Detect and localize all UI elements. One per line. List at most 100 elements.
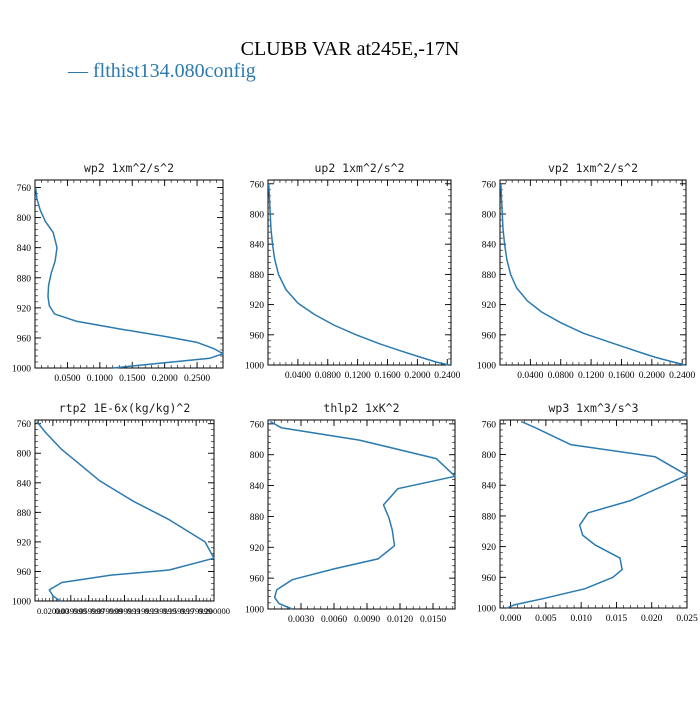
plot-frame: [34, 179, 224, 369]
plot-frame: [267, 179, 452, 366]
y-tick-label: 920: [250, 301, 265, 311]
y-tick-label: 960: [250, 331, 265, 341]
plot-frame: [499, 179, 687, 366]
x-tick-label: 0.1600: [374, 371, 400, 381]
y-tick-label: 960: [482, 574, 497, 584]
series-line: [36, 421, 215, 602]
y-tick-label: 920: [17, 538, 32, 548]
y-tick-label: 840: [482, 241, 497, 251]
y-tick-label: 960: [482, 331, 497, 341]
y-tick-label: 760: [17, 420, 32, 430]
x-tick-label: 0.2000: [404, 371, 430, 381]
panel-4: rtp2 1E-6x(kg/kg)^2 0.0200000.0399990.059…: [12, 401, 230, 616]
y-tick-label: 960: [17, 334, 32, 344]
panel-2: up2 1xm^2/s^2 0.0400 0.0800 0.1200 0.1600 0.2…: [245, 161, 461, 381]
y-tick-label: 760: [482, 420, 497, 430]
plot-frame: [499, 419, 688, 609]
x-tick-label: 0.0400: [285, 371, 311, 381]
x-tick-label: 0.1200: [578, 371, 604, 381]
x-tick-label: 0.059999: [73, 606, 105, 616]
x-tick-label: 0.015: [606, 614, 628, 624]
series-line: [500, 183, 686, 366]
series-line: [269, 420, 456, 610]
y-tick-label: 880: [17, 274, 32, 284]
x-tick-label: 0.005: [535, 614, 557, 624]
y-tick-label: 800: [482, 451, 497, 461]
x-tick-label: 0.1600: [608, 371, 634, 381]
x-tick-label: 0.0500: [54, 374, 80, 384]
figure-title: CLUBB VAR at245E,-17N: [241, 38, 460, 60]
x-tick-label: 0.0800: [548, 371, 574, 381]
series-line: [506, 420, 688, 609]
y-tick-label: 880: [17, 509, 32, 519]
y-tick-label: 920: [250, 544, 265, 554]
y-tick-label: 920: [17, 304, 32, 314]
x-tick-label: 0.119999: [127, 606, 159, 616]
x-tick-label: 0.0060: [321, 615, 347, 625]
x-tick-label: 0.2000: [152, 374, 178, 384]
panel-5: thlp2 1xK^2 0.0030 0.0060 0.0090 0.0120 0.015…: [245, 401, 456, 625]
x-tick-label: 0.020000: [37, 606, 69, 616]
x-tick-label: 0.000: [500, 614, 522, 624]
series-line: [267, 183, 449, 366]
y-tick-label: 800: [250, 451, 265, 461]
y-tick-label: 920: [482, 543, 497, 553]
panel-1: wp2 1xm^2/s^2 0.0500 0.1000 0.1500 0.2000 0.2…: [12, 161, 224, 384]
y-tick-label: 840: [17, 479, 32, 489]
y-tick-label: 760: [482, 180, 497, 190]
x-tick-label: 0.0400: [517, 371, 543, 381]
y-tick-label: 1000: [12, 365, 31, 375]
y-tick-label: 880: [250, 513, 265, 523]
y-tick-label: 960: [250, 575, 265, 585]
minor-ticks: [267, 180, 451, 366]
panel-title: up2 1xm^2/s^2: [314, 161, 404, 175]
y-tick-label: 800: [482, 210, 497, 220]
y-tick-label: 840: [250, 482, 265, 492]
panel-title: vp2 1xm^2/s^2: [548, 161, 638, 175]
x-tick-label: 0.099999: [109, 606, 141, 616]
panel-title: wp3 1xm^3/s^3: [548, 401, 638, 415]
x-tick-label: 0.200000: [198, 606, 230, 616]
legend-entry: — flthist134.080config: [67, 60, 256, 82]
y-tick-label: 800: [250, 210, 265, 220]
y-tick-label: 760: [250, 420, 265, 430]
x-tick-label: 0.2400: [669, 371, 695, 381]
panel-title: wp2 1xm^2/s^2: [84, 161, 174, 175]
x-tick-label: 0.139999: [144, 606, 176, 616]
y-tick-label: 1000: [477, 605, 496, 615]
y-tick-label: 840: [482, 482, 497, 492]
y-tick-label: 1000: [245, 606, 264, 616]
y-tick-label: 800: [17, 214, 32, 224]
y-tick-label: 1000: [477, 362, 496, 372]
x-tick-label: 0.2400: [434, 371, 460, 381]
x-tick-label: 0.039999: [55, 606, 87, 616]
y-tick-label: 840: [17, 244, 32, 254]
y-tick-label: 880: [482, 512, 497, 522]
y-tick-label: 880: [250, 271, 265, 281]
panel-6: wp3 1xm^3/s^3 0.000 0.005 0.010 0.015 0.020 0.…: [477, 401, 698, 624]
x-tick-label: 0.2500: [184, 374, 210, 384]
y-tick-label: 960: [17, 568, 32, 578]
panel-3: vp2 1xm^2/s^2 0.0400 0.0800 0.1200 0.1600 0.2…: [477, 161, 696, 381]
y-tick-label: 800: [17, 450, 32, 460]
x-tick-label: 0.0090: [354, 615, 380, 625]
panel-title: rtp2 1E-6x(kg/kg)^2: [59, 401, 191, 415]
x-tick-label: 0.179999: [180, 606, 212, 616]
y-tick-label: 1000: [12, 598, 31, 608]
x-tick-label: 0.010: [570, 614, 592, 624]
x-tick-label: 0.1000: [87, 374, 113, 384]
x-tick-label: 0.079999: [91, 606, 123, 616]
minor-ticks: [267, 420, 455, 610]
x-tick-label: 0.0030: [288, 615, 314, 625]
x-tick-label: 0.159999: [162, 606, 194, 616]
x-tick-label: 0.025: [676, 614, 698, 624]
y-tick-label: 840: [250, 241, 265, 251]
y-tick-label: 760: [250, 180, 265, 190]
plot-frame: [267, 419, 456, 610]
y-tick-label: 1000: [245, 362, 264, 372]
y-tick-label: 760: [17, 184, 32, 194]
panel-grid: wp2 1xm^2/s^2 0.0500 0.1000 0.1500 0.2000 0.2…: [12, 161, 698, 625]
x-tick-label: 0.1500: [119, 374, 145, 384]
x-tick-label: 0.1200: [345, 371, 371, 381]
